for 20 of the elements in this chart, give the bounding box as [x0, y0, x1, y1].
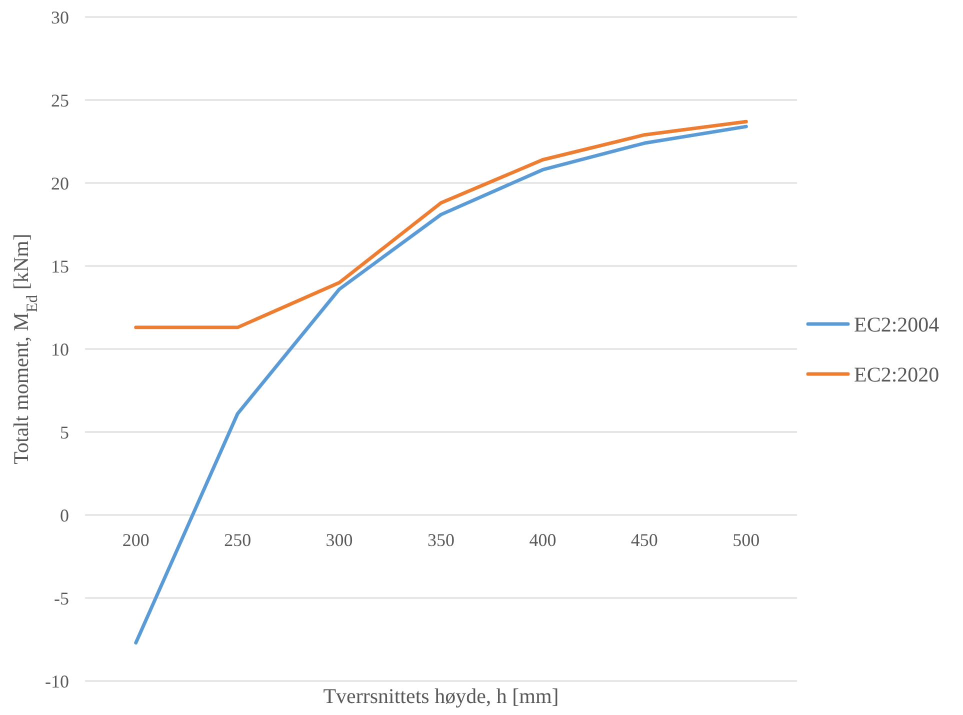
y-tick-label: -10 [45, 671, 69, 692]
legend-label: EC2:2004 [854, 312, 940, 336]
y-tick-label: 10 [51, 339, 69, 360]
y-tick-label: 25 [51, 90, 69, 110]
x-tick-label: 200 [122, 530, 150, 550]
x-tick-label: 450 [630, 530, 658, 550]
line-series [134, 120, 748, 330]
x-axis-title: Tverrsnittets høyde, h [mm] [323, 684, 559, 708]
x-tick-label: 250 [224, 530, 252, 550]
x-tick-label: 300 [326, 530, 353, 550]
y-tick-label: 0 [60, 505, 69, 526]
x-tick-label: 350 [428, 530, 454, 550]
y-tick-label: 30 [51, 7, 69, 28]
y-tick-label: 15 [51, 256, 69, 276]
y-tick-label: -5 [54, 588, 69, 608]
y-tick-label: 20 [51, 173, 69, 194]
x-tick-label: 500 [732, 530, 760, 550]
x-tick-label: 400 [529, 530, 556, 550]
y-tick-label: 5 [60, 422, 69, 442]
legend-label: EC2:2020 [854, 362, 940, 386]
